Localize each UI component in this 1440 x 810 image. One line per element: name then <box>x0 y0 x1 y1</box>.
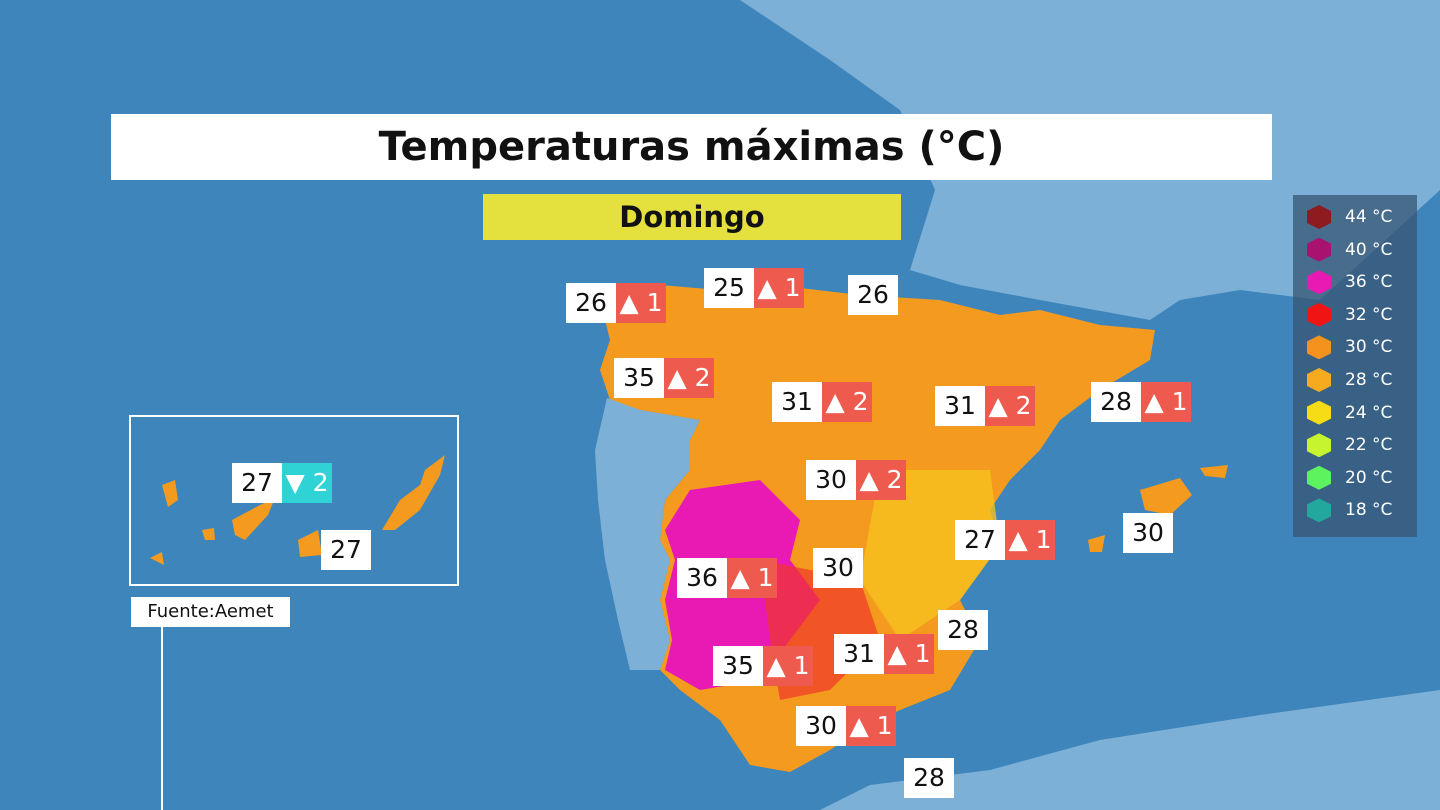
temperature-change: ▲ 1 <box>1141 382 1191 422</box>
legend-label: 24 °C <box>1345 402 1393 423</box>
legend-label: 22 °C <box>1345 435 1393 456</box>
temperature: 35 <box>614 358 664 398</box>
temperature-change: ▲ 2 <box>822 382 872 422</box>
temperature: 31 <box>935 386 985 426</box>
temperature-change: ▲ 1 <box>727 558 777 598</box>
title: Temperaturas máximas (°C) <box>111 114 1272 180</box>
temperature: 31 <box>772 382 822 422</box>
legend-swatch <box>1307 498 1331 523</box>
legend-swatch <box>1307 368 1331 392</box>
legend-item: 36 °C <box>1307 266 1392 298</box>
temperature-change: ▲ 2 <box>985 386 1035 426</box>
legend-swatch <box>1307 335 1331 360</box>
temperature-change: ▲ 1 <box>763 646 813 686</box>
temperature: 28 <box>1091 382 1141 422</box>
legend-label: 40 °C <box>1345 239 1393 260</box>
temperature: 26 <box>848 275 898 315</box>
temperature: 31 <box>834 634 884 674</box>
legend-label: 18 °C <box>1345 500 1393 521</box>
legend-item: 22 °C <box>1307 429 1392 461</box>
legend-swatch <box>1307 237 1331 262</box>
temperature: 30 <box>806 460 856 500</box>
temperature: 35 <box>713 646 763 686</box>
legend-label: 30 °C <box>1345 337 1393 358</box>
canary-inset <box>129 415 459 586</box>
legend: 44 °C 40 °C 36 °C 32 °C 30 °C 28 °C 24 °C 22 °C… <box>1293 195 1417 537</box>
legend-swatch <box>1307 270 1331 295</box>
temperature: 28 <box>904 758 954 798</box>
temperature: 30 <box>1123 513 1173 553</box>
africa <box>820 690 1440 810</box>
legend-item: 20 °C <box>1307 462 1392 494</box>
temperature-change: ▲ 1 <box>754 268 804 308</box>
legend-label: 20 °C <box>1345 467 1393 488</box>
legend-item: 30 °C <box>1307 331 1392 363</box>
temperature: 27 <box>321 530 371 570</box>
legend-swatch <box>1307 205 1331 229</box>
temperature: 28 <box>938 610 988 650</box>
temperature-change: ▲ 1 <box>846 706 896 746</box>
legend-label: 36 °C <box>1345 272 1393 293</box>
temperature: 27 <box>955 520 1005 560</box>
legend-label: 28 °C <box>1345 370 1393 390</box>
temperature-change: ▲ 1 <box>884 634 934 674</box>
temperature-change: ▲ 1 <box>616 283 666 323</box>
legend-swatch <box>1307 433 1331 458</box>
legend-item: 28 °C <box>1307 364 1392 396</box>
legend-item: 44 °C <box>1307 201 1392 233</box>
legend-item: 18 °C <box>1307 494 1392 526</box>
temperature-change: ▼ 2 <box>282 463 332 503</box>
legend-item: 24 °C <box>1307 397 1392 429</box>
temperature-change: ▲ 2 <box>856 460 906 500</box>
temperature: 30 <box>813 548 863 588</box>
temperature: 27 <box>232 463 282 503</box>
portugal <box>595 398 700 670</box>
legend-label: 32 °C <box>1345 304 1393 325</box>
legend-item: 40 °C <box>1307 234 1392 266</box>
legend-item: 32 °C <box>1307 299 1392 331</box>
temperature: 30 <box>796 706 846 746</box>
legend-swatch <box>1307 400 1331 425</box>
temperature-change: ▲ 2 <box>664 358 714 398</box>
legend-swatch <box>1307 302 1331 327</box>
legend-label: 44 °C <box>1345 207 1393 227</box>
day: Domingo <box>483 194 901 240</box>
temperature-change: ▲ 1 <box>1005 520 1055 560</box>
balearics <box>1088 465 1228 552</box>
temperature: 25 <box>704 268 754 308</box>
temperature: 26 <box>566 283 616 323</box>
source: Fuente:Aemet <box>131 597 290 627</box>
legend-swatch <box>1307 465 1331 490</box>
temperature: 36 <box>677 558 727 598</box>
mild-east <box>860 470 1000 640</box>
